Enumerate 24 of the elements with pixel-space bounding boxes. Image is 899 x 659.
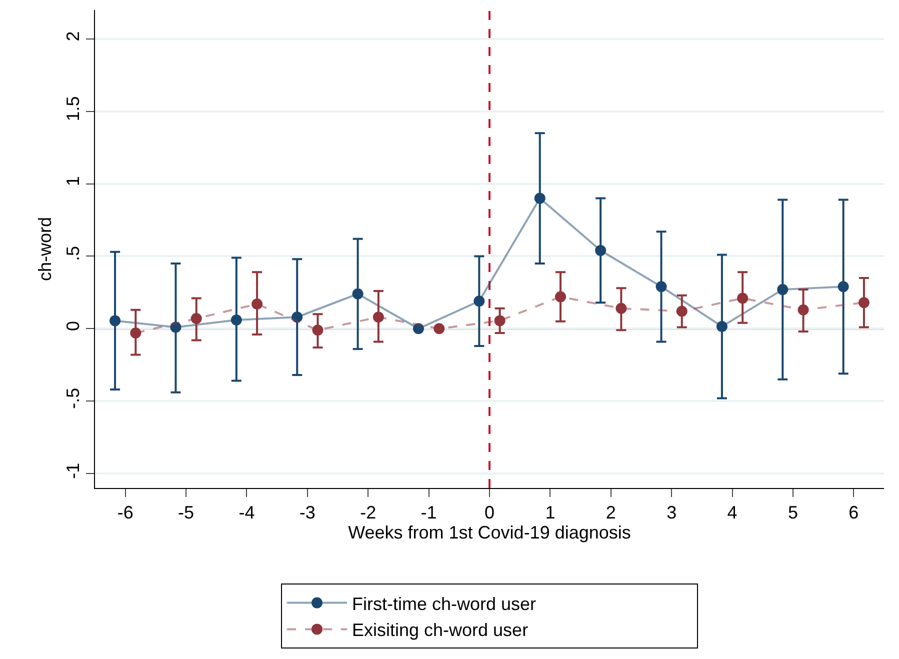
y-tick-label: 1.5	[62, 96, 83, 122]
legend-label: Exisiting ch-word user	[352, 620, 528, 640]
x-tick-label: -3	[299, 502, 316, 523]
x-tick-label: 1	[545, 502, 556, 523]
x-tick-label: -6	[117, 502, 134, 523]
y-axis-title: ch-word	[35, 216, 55, 282]
x-tick-label: 6	[848, 502, 859, 523]
y-tick-label: -.5	[62, 388, 83, 409]
y-tick-label: .5	[62, 246, 83, 262]
x-tick-label: -2	[360, 502, 376, 523]
y-tick-label: 1	[62, 176, 83, 186]
x-tick-label: 5	[788, 502, 798, 523]
x-tick-label: -1	[420, 502, 437, 523]
x-tick-label: 3	[666, 502, 677, 523]
legend-label: First-time ch-word user	[352, 594, 536, 614]
y-tick-label: 0	[62, 320, 83, 331]
x-axis-title: Weeks from 1st Covid-19 diagnosis	[348, 522, 631, 543]
x-tick-label: 2	[606, 502, 616, 523]
x-tick-label: -4	[238, 502, 255, 523]
y-tick-label: 2	[62, 31, 83, 42]
x-tick-label: 4	[727, 502, 738, 523]
x-tick-label: 0	[484, 502, 495, 523]
x-tick-label: -5	[178, 502, 194, 523]
y-tick-label: -1	[62, 462, 83, 479]
